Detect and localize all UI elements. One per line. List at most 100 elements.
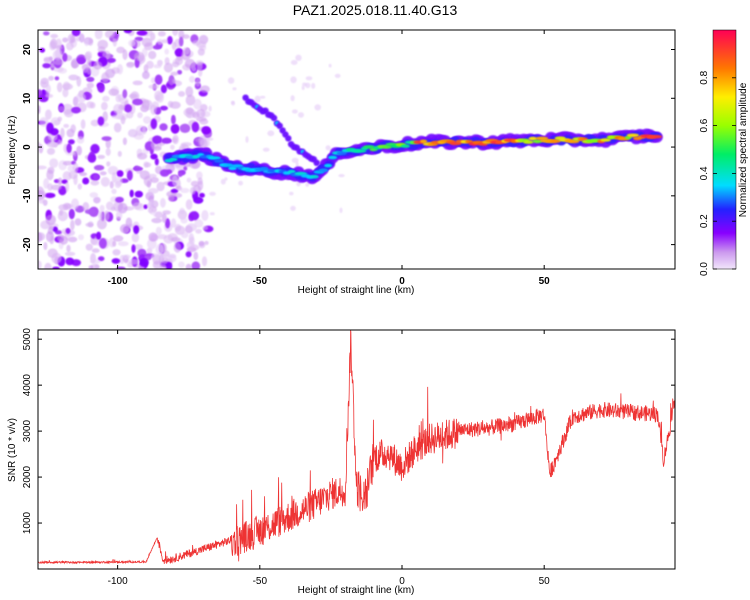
- snr-series-line: [38, 330, 675, 565]
- noise-blob: [49, 158, 59, 169]
- noise-blob: [146, 247, 153, 254]
- noise-blob: [43, 31, 50, 36]
- track-core: [550, 139, 561, 143]
- noise-blob: [76, 92, 86, 103]
- noise-blob: [172, 78, 177, 84]
- branch-body: [276, 122, 283, 129]
- noise-blob: [159, 169, 170, 177]
- noise-blob: [97, 116, 105, 126]
- noise-blob: [148, 232, 158, 242]
- noise-blob: [97, 83, 105, 93]
- noise-blob: [39, 117, 49, 127]
- noise-blob: [66, 41, 74, 51]
- noise-blob: [46, 141, 57, 148]
- noise-blob: [196, 171, 203, 180]
- noise-blob: [111, 258, 121, 264]
- noise-blob: [170, 144, 175, 150]
- noise-blob: [101, 72, 110, 83]
- noise-blob: [151, 217, 163, 224]
- noise-blob: [116, 46, 125, 54]
- noise-blob: [156, 252, 164, 262]
- noise-blob: [44, 262, 52, 269]
- noise-blob: [57, 116, 63, 122]
- noise-blob: [189, 186, 196, 195]
- noise-blob: [38, 165, 47, 170]
- noise-blob: [178, 91, 186, 97]
- noise-blob: [185, 107, 194, 115]
- heatmap-y-tick-label: 10: [22, 92, 33, 104]
- heatmap-x-tick-label: -50: [253, 276, 268, 287]
- noise-blob: [325, 145, 331, 151]
- snr-line-panel: -100 -50 0 50 1000 2000 3000 4000 5000 Height o…: [7, 328, 676, 596]
- track-core: [223, 163, 233, 167]
- noise-blob: [112, 249, 121, 256]
- noise-blob: [48, 75, 54, 81]
- noise-blob: [115, 93, 121, 103]
- noise-blob: [179, 207, 185, 215]
- noise-blob: [160, 84, 167, 94]
- noise-blob: [123, 30, 133, 34]
- noise-blob: [70, 219, 75, 231]
- noise-blob: [96, 231, 102, 240]
- noise-blob: [150, 118, 158, 130]
- noise-blob: [197, 177, 203, 185]
- noise-blob: [47, 183, 53, 191]
- noise-blob: [134, 244, 143, 250]
- colorbar-tick-label: 0.2: [699, 214, 710, 228]
- noise-blob: [93, 196, 101, 204]
- noise-blob: [45, 214, 56, 226]
- snr-y-tick-label: 3000: [22, 420, 33, 443]
- noise-blob: [204, 240, 209, 245]
- noise-blob: [328, 63, 332, 68]
- noise-blob: [172, 175, 178, 187]
- noise-blob: [62, 171, 72, 181]
- noise-blob: [115, 211, 123, 220]
- noise-blob: [220, 178, 226, 185]
- noise-blob: [175, 185, 182, 191]
- snr-x-tick-label: 0: [399, 576, 405, 587]
- noise-blob: [45, 84, 51, 94]
- noise-blob: [139, 257, 149, 267]
- track-core: [287, 169, 296, 174]
- noise-blob: [180, 217, 188, 224]
- noise-blob: [194, 219, 204, 228]
- noise-blob: [159, 105, 168, 111]
- noise-blob: [97, 154, 106, 159]
- noise-blob: [93, 61, 103, 70]
- noise-blob: [182, 34, 190, 39]
- noise-blob: [154, 74, 163, 85]
- noise-blob: [146, 60, 154, 69]
- noise-blob: [66, 143, 72, 154]
- heatmap-y-axis-label: Frequency (Hz): [7, 116, 18, 185]
- noise-blob: [193, 98, 202, 110]
- noise-blob: [57, 210, 68, 222]
- noise-blob: [156, 92, 164, 103]
- noise-blob: [67, 33, 75, 44]
- heatmap-y-tick-label: -10: [22, 188, 33, 203]
- noise-blob: [103, 210, 110, 221]
- snr-y-tick-label: 1000: [22, 511, 33, 534]
- noise-blob: [85, 243, 94, 251]
- noise-blob: [290, 95, 295, 102]
- colorbar: 0.0 0.2 0.4 0.6 0.8 Normalized spectral ampl…: [699, 29, 749, 276]
- noise-blob: [44, 192, 56, 199]
- track-core: [328, 155, 338, 160]
- noise-blob: [132, 166, 144, 171]
- noise-blob: [65, 181, 70, 192]
- noise-blob: [122, 137, 127, 146]
- noise-blob: [57, 177, 63, 186]
- noise-blob: [108, 88, 119, 96]
- snr-x-axis-label: Height of straight line (km): [298, 585, 415, 596]
- heatmap-image: [38, 30, 663, 269]
- noise-blob: [68, 208, 75, 220]
- noise-blob: [62, 88, 69, 98]
- noise-blob: [74, 218, 82, 226]
- noise-blob: [122, 226, 130, 234]
- track-core: [649, 134, 662, 139]
- noise-blob: [104, 30, 116, 39]
- noise-blob: [88, 265, 94, 269]
- noise-blob: [148, 50, 157, 60]
- noise-blob: [46, 122, 54, 134]
- noise-blob: [180, 187, 190, 194]
